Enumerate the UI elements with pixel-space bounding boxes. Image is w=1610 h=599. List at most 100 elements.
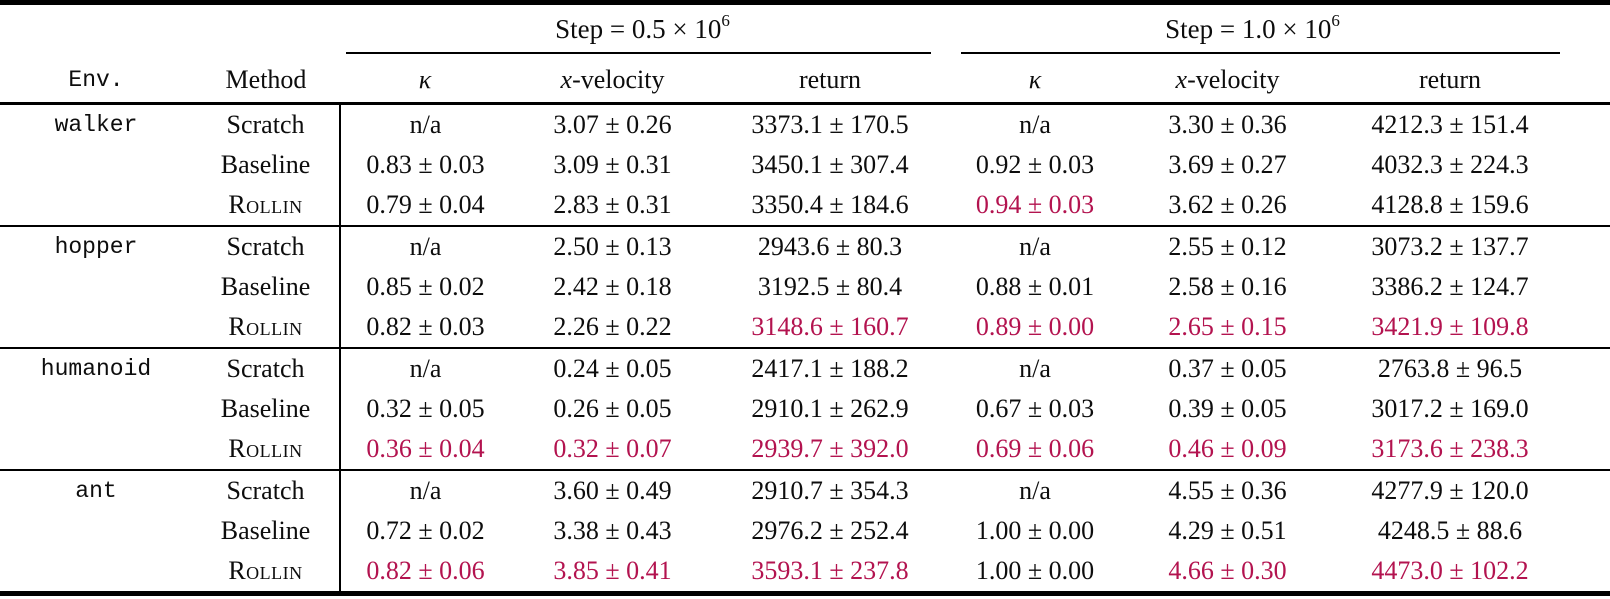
group-header-step-0.5e6: Step = 0.5 × 106 — [340, 3, 945, 53]
table-row: Baseline 0.83 ± 0.03 3.09 ± 0.31 3450.1 ± 3… — [0, 145, 1610, 185]
env-name — [0, 185, 192, 226]
metric-value: 4.29 ± 0.51 — [1168, 516, 1287, 545]
table-row: Baseline 0.72 ± 0.02 3.38 ± 0.43 2976.2 ± 2… — [0, 511, 1610, 551]
group1-base: 10 — [694, 13, 722, 44]
metric-value: 1.00 ± 0.00 — [975, 516, 1095, 545]
table-row: walker Scratch n/a 3.07 ± 0.26 3373.1 ± 170.… — [0, 103, 1610, 145]
metric-value: n/a — [1019, 476, 1051, 505]
metric-value-highlighted: 3593.1 ± 237.8 — [751, 556, 909, 585]
env-name: humanoid — [40, 356, 152, 382]
metric-value: 3.60 ± 0.49 — [553, 476, 672, 505]
metric-value: 2.83 ± 0.31 — [553, 190, 672, 219]
env-name: walker — [54, 112, 138, 138]
metric-value: 3192.5 ± 80.4 — [757, 272, 903, 301]
table-row: ant Scratch n/a 3.60 ± 0.49 2910.7 ± 354.3 n/… — [0, 470, 1610, 511]
group1-underline-cell — [340, 52, 945, 58]
metric-value: 0.83 ± 0.03 — [366, 150, 485, 179]
metric-value: 2910.7 ± 354.3 — [751, 476, 909, 505]
xvelocity-column-header-g2: x-velocity — [1125, 58, 1331, 105]
env-name: hopper — [54, 234, 138, 260]
method-name: Scratch — [192, 103, 341, 145]
env-name — [0, 267, 192, 307]
metric-value: 3073.2 ± 137.7 — [1371, 232, 1529, 261]
metric-value-highlighted: 3148.6 ± 160.7 — [751, 312, 909, 341]
group2-underline — [961, 52, 1561, 54]
metric-value-highlighted: 3.85 ± 0.41 — [553, 556, 672, 585]
metric-value: 4032.3 ± 224.3 — [1371, 150, 1529, 179]
metric-value: 3.30 ± 0.36 — [1168, 110, 1287, 139]
metric-value: 3.69 ± 0.27 — [1168, 150, 1287, 179]
group-header-row: Step = 0.5 × 106 Step = 1.0 × 106 — [0, 3, 1610, 53]
env-name — [0, 511, 192, 551]
group2-exponent: 6 — [1331, 10, 1340, 30]
metric-value: 0.79 ± 0.04 — [366, 190, 485, 219]
metric-value: n/a — [409, 110, 442, 139]
metric-value: 4.55 ± 0.36 — [1168, 476, 1287, 505]
metric-value-highlighted: 0.89 ± 0.00 — [975, 312, 1095, 341]
table-row: hopper Scratch n/a 2.50 ± 0.13 2943.6 ± 80.3… — [0, 226, 1610, 267]
velocity-suffix: -velocity — [1187, 65, 1280, 94]
metric-value: n/a — [1019, 110, 1051, 139]
metric-value: 0.39 ± 0.05 — [1168, 394, 1287, 423]
method-name: Baseline — [192, 389, 341, 429]
env-name — [0, 307, 192, 348]
metric-value: 4277.9 ± 120.0 — [1371, 476, 1529, 505]
metric-value: 0.24 ± 0.05 — [553, 354, 672, 383]
metric-value: 0.37 ± 0.05 — [1168, 354, 1287, 383]
table-row: Baseline 0.85 ± 0.02 2.42 ± 0.18 3192.5 ± 8… — [0, 267, 1610, 307]
metric-value-highlighted: 3173.6 ± 238.3 — [1371, 434, 1529, 463]
metric-value: n/a — [409, 354, 442, 383]
metric-value: 4248.5 ± 88.6 — [1377, 516, 1523, 545]
env-name — [0, 389, 192, 429]
metric-value: 0.32 ± 0.05 — [366, 394, 485, 423]
table-row: Rollin 0.82 ± 0.03 2.26 ± 0.22 3148.6 ± 160… — [0, 307, 1610, 348]
kappa-symbol: κ — [418, 65, 432, 94]
method-header-spacer — [192, 3, 340, 53]
table-row: Rollin 0.79 ± 0.04 2.83 ± 0.31 3350.4 ± 184… — [0, 185, 1610, 226]
metric-value: 3373.1 ± 170.5 — [751, 110, 909, 139]
metric-value-highlighted: 0.32 ± 0.07 — [553, 434, 672, 463]
metric-value: 2.58 ± 0.16 — [1168, 272, 1287, 301]
group1-exponent: 6 — [721, 10, 730, 30]
kappa-column-header-g1: κ — [340, 58, 510, 105]
method-name: Rollin — [192, 429, 341, 470]
method-name: Scratch — [192, 348, 341, 389]
metric-value: 3017.2 ± 169.0 — [1371, 394, 1529, 423]
metric-value: 0.82 ± 0.03 — [366, 312, 485, 341]
method-name: Baseline — [192, 511, 341, 551]
group-header-step-1.0e6: Step = 1.0 × 106 — [945, 3, 1610, 53]
method-name: Scratch — [192, 226, 341, 267]
metric-value: 2417.1 ± 188.2 — [751, 354, 909, 383]
table-row: Rollin 0.36 ± 0.04 0.32 ± 0.07 2939.7 ± 392… — [0, 429, 1610, 470]
env-name — [0, 145, 192, 185]
table-header: Step = 0.5 × 106 Step = 1.0 × 106 Env. M… — [0, 3, 1610, 105]
metric-value: n/a — [409, 476, 442, 505]
env-block-humanoid: humanoid Scratch n/a 0.24 ± 0.05 2417.1 ± 18… — [0, 348, 1610, 470]
table-row: Baseline 0.32 ± 0.05 0.26 ± 0.05 2910.1 ± 2… — [0, 389, 1610, 429]
metric-value-highlighted: 0.36 ± 0.04 — [366, 434, 485, 463]
return-column-header-g2: return — [1330, 58, 1610, 105]
env-block-walker: walker Scratch n/a 3.07 ± 0.26 3373.1 ± 170.… — [0, 103, 1610, 226]
method-name: Scratch — [192, 470, 341, 511]
group1-underline — [346, 52, 932, 54]
table-row: Rollin 0.82 ± 0.06 3.85 ± 0.41 3593.1 ± 237… — [0, 551, 1610, 594]
metric-value: 4212.3 ± 151.4 — [1371, 110, 1529, 139]
env-block-hopper: hopper Scratch n/a 2.50 ± 0.13 2943.6 ± 80.3… — [0, 226, 1610, 348]
env-header-spacer — [0, 3, 192, 53]
kappa-column-header-g2: κ — [945, 58, 1126, 105]
metric-value-highlighted: 3421.9 ± 109.8 — [1371, 312, 1529, 341]
return-column-header-g1: return — [715, 58, 946, 105]
metric-value: 3.62 ± 0.26 — [1168, 190, 1287, 219]
metric-value-highlighted: 2.65 ± 0.15 — [1168, 312, 1287, 341]
metric-value: 2.42 ± 0.18 — [553, 272, 672, 301]
metric-value: 2.50 ± 0.13 — [553, 232, 672, 261]
env-name — [0, 429, 192, 470]
table-row: humanoid Scratch n/a 0.24 ± 0.05 2417.1 ± 18… — [0, 348, 1610, 389]
group2-step-text: Step = 1.0 — [1165, 13, 1276, 44]
metric-value: 2943.6 ± 80.3 — [757, 232, 903, 261]
group1-step-text: Step = 0.5 — [555, 13, 666, 44]
metric-value: 0.85 ± 0.02 — [366, 272, 485, 301]
method-name: Rollin — [192, 185, 341, 226]
